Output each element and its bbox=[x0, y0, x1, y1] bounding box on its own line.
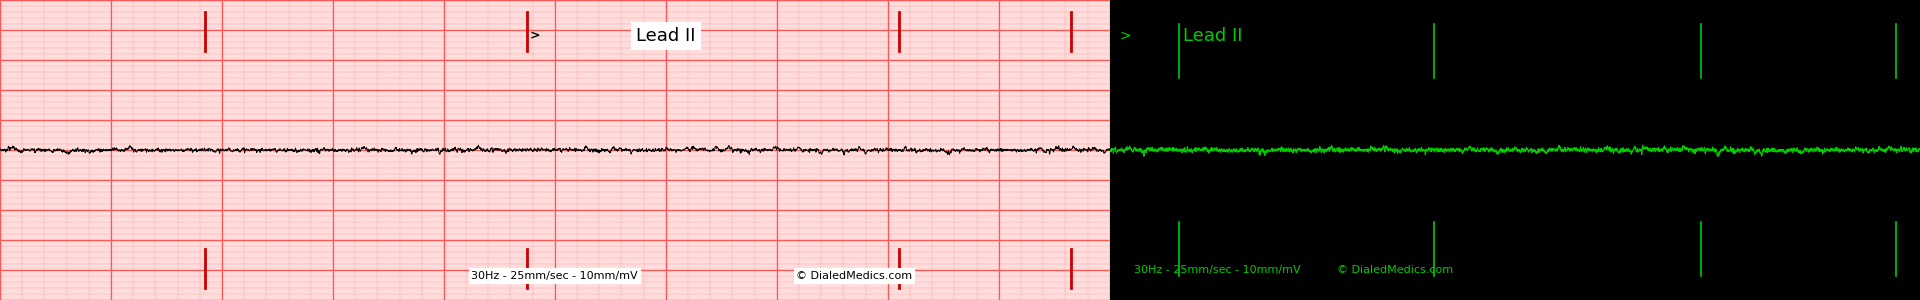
Text: © DialedMedics.com: © DialedMedics.com bbox=[797, 271, 912, 281]
Text: 30Hz - 25mm/sec - 10mm/mV: 30Hz - 25mm/sec - 10mm/mV bbox=[1135, 265, 1300, 275]
Text: >: > bbox=[1119, 29, 1131, 43]
Text: Lead II: Lead II bbox=[1183, 27, 1242, 45]
Text: 30Hz - 25mm/sec - 10mm/mV: 30Hz - 25mm/sec - 10mm/mV bbox=[472, 271, 637, 281]
Text: Lead II: Lead II bbox=[636, 27, 695, 45]
Text: © DialedMedics.com: © DialedMedics.com bbox=[1336, 265, 1453, 275]
Text: >: > bbox=[530, 29, 540, 43]
